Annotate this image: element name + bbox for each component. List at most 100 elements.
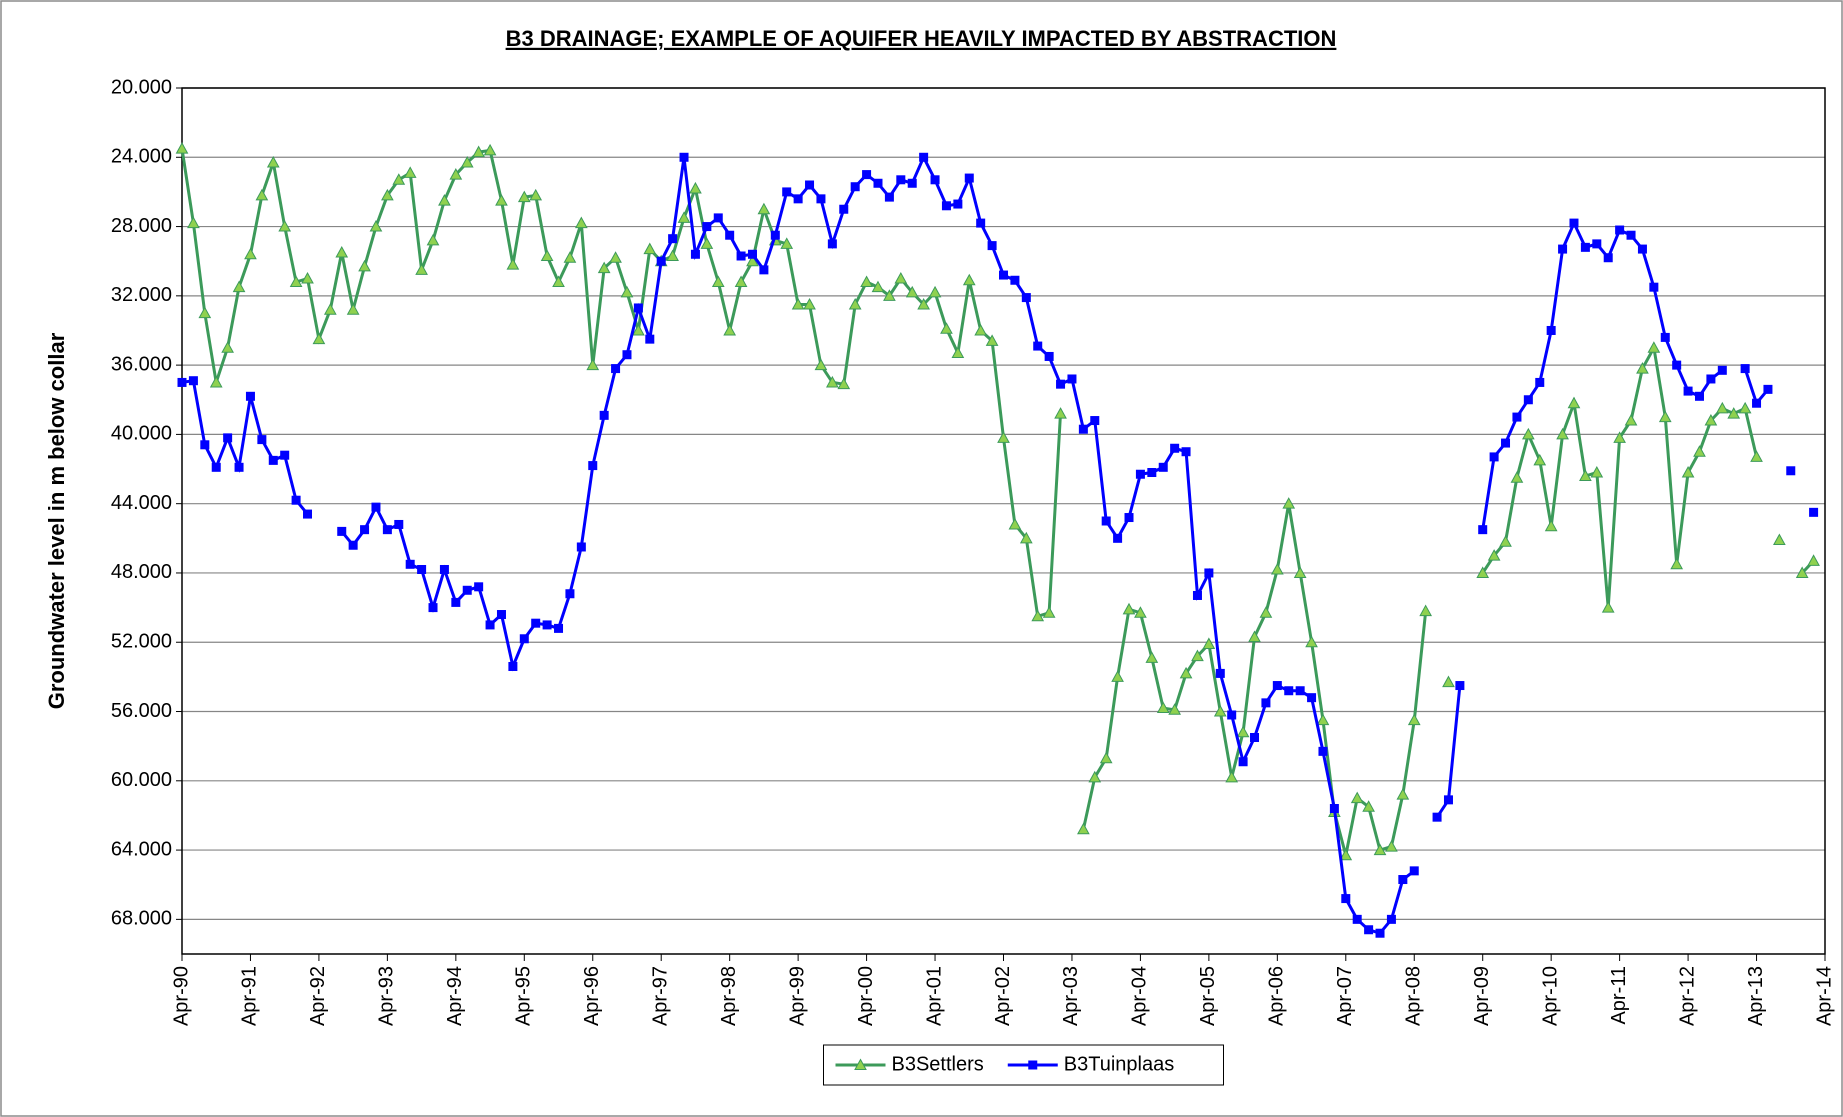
marker xyxy=(1489,452,1499,462)
marker xyxy=(301,271,314,284)
y-tick-label: 52.000 xyxy=(111,631,172,653)
marker xyxy=(668,234,678,244)
marker xyxy=(1601,601,1615,613)
marker xyxy=(382,525,392,535)
marker xyxy=(1158,462,1168,472)
marker xyxy=(679,152,689,162)
marker xyxy=(1624,414,1638,426)
marker xyxy=(962,273,976,286)
marker xyxy=(1683,386,1693,396)
marker xyxy=(814,358,828,371)
marker xyxy=(746,254,759,267)
marker xyxy=(1706,374,1716,384)
x-tick-label: Apr-09 xyxy=(1471,966,1493,1026)
marker xyxy=(839,204,849,214)
x-tick-label: Apr-01 xyxy=(923,966,945,1026)
marker xyxy=(1535,377,1545,387)
marker xyxy=(860,275,873,287)
marker xyxy=(930,175,940,185)
marker xyxy=(1204,568,1214,578)
marker xyxy=(725,230,735,240)
x-tick-label: Apr-92 xyxy=(307,966,329,1026)
marker xyxy=(495,194,508,206)
marker xyxy=(1227,710,1237,720)
marker xyxy=(917,297,930,310)
x-tick-label: Apr-93 xyxy=(376,966,398,1026)
y-tick-label: 24.000 xyxy=(111,146,172,168)
marker xyxy=(1375,928,1385,938)
marker xyxy=(1558,244,1568,254)
marker xyxy=(348,540,358,550)
marker xyxy=(531,618,541,628)
marker xyxy=(1647,341,1661,353)
marker xyxy=(816,194,826,204)
x-tick-label: Apr-06 xyxy=(1266,966,1288,1026)
marker xyxy=(323,303,337,315)
marker xyxy=(1442,675,1455,688)
marker xyxy=(1134,606,1147,618)
marker xyxy=(1546,325,1556,335)
marker xyxy=(690,249,700,259)
series-line xyxy=(181,379,309,516)
marker xyxy=(1113,533,1123,543)
x-tick-label: Apr-04 xyxy=(1129,966,1151,1026)
marker xyxy=(1305,635,1318,648)
marker xyxy=(734,275,748,287)
marker xyxy=(1752,398,1762,408)
marker xyxy=(1056,379,1066,389)
x-tick-label: Apr-05 xyxy=(1197,966,1219,1026)
marker xyxy=(1033,341,1043,351)
marker xyxy=(736,251,746,261)
marker xyxy=(622,350,632,360)
marker xyxy=(1694,391,1704,401)
marker xyxy=(1704,414,1718,426)
marker xyxy=(1352,914,1362,924)
marker xyxy=(854,1058,867,1070)
marker xyxy=(1501,438,1511,448)
marker xyxy=(1067,374,1077,384)
marker xyxy=(198,306,212,319)
marker xyxy=(1569,218,1579,228)
marker xyxy=(1478,525,1488,535)
marker xyxy=(1510,471,1524,483)
marker xyxy=(928,285,942,298)
marker xyxy=(1795,566,1809,578)
x-tick-label: Apr-07 xyxy=(1334,966,1356,1026)
marker xyxy=(1613,431,1626,443)
marker xyxy=(474,582,484,592)
marker xyxy=(953,199,963,209)
marker xyxy=(381,188,394,201)
marker xyxy=(677,211,691,223)
marker xyxy=(1544,519,1558,532)
marker xyxy=(1284,686,1294,696)
marker xyxy=(997,431,1010,443)
legend-label: B3Tuinplaas xyxy=(1064,1053,1174,1075)
marker xyxy=(1341,894,1351,904)
marker xyxy=(1350,791,1364,804)
marker xyxy=(1432,812,1442,822)
marker xyxy=(221,341,234,353)
x-tick-label: Apr-10 xyxy=(1539,966,1561,1026)
marker xyxy=(574,216,588,229)
marker xyxy=(827,239,837,249)
marker xyxy=(462,585,472,595)
marker xyxy=(517,190,531,203)
marker xyxy=(656,256,666,266)
marker xyxy=(291,495,301,505)
marker xyxy=(1385,840,1398,852)
y-tick-label: 56.000 xyxy=(111,700,172,722)
marker xyxy=(1658,410,1672,423)
marker xyxy=(1786,466,1796,476)
marker xyxy=(871,280,885,293)
x-tick-label: Apr-91 xyxy=(239,966,261,1026)
marker xyxy=(211,462,221,472)
marker xyxy=(1443,795,1453,805)
marker xyxy=(1008,517,1022,530)
marker xyxy=(883,289,896,301)
marker xyxy=(1738,401,1752,414)
marker xyxy=(1660,332,1670,342)
marker xyxy=(187,216,200,229)
marker xyxy=(1261,698,1271,708)
marker xyxy=(303,509,313,519)
